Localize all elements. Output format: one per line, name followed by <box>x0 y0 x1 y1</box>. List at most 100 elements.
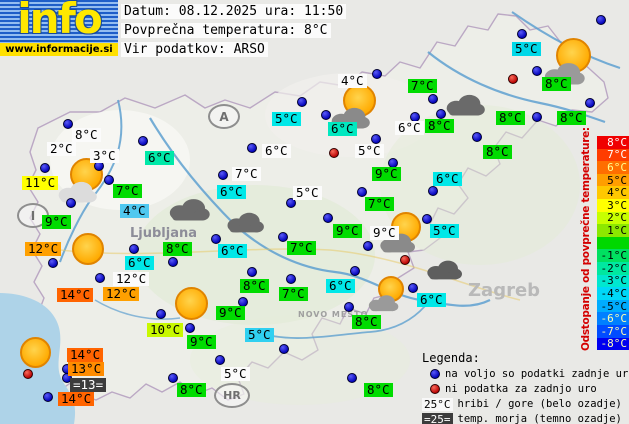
scale-band-label: 2°C <box>607 211 627 225</box>
scale-band-label: -8°C <box>600 337 628 351</box>
scale-band: 7°C <box>597 148 629 162</box>
station-dot-blue <box>371 134 381 144</box>
station-dot-blue <box>321 110 331 120</box>
temperature-label: 6°C <box>328 122 357 136</box>
temperature-label: 7°C <box>365 197 394 211</box>
temperature-label: 8°C <box>240 279 269 293</box>
scale-band-label: -3°C <box>600 274 628 288</box>
temperature-label: 5°C <box>512 42 541 56</box>
scale-band-label: -2°C <box>600 261 628 275</box>
station-dot-red <box>23 369 33 379</box>
scale-band: -3°C <box>597 274 629 288</box>
temperature-label: 7°C <box>408 79 437 93</box>
legend: Legenda: na voljo so podatki zadnje ure n… <box>422 351 629 424</box>
temperature-label: 11°C <box>22 176 59 190</box>
temperature-label: 6°C <box>326 279 355 293</box>
country-marker: A <box>208 104 240 129</box>
station-dot-blue <box>428 94 438 104</box>
station-dot-blue <box>532 66 542 76</box>
station-dot-blue <box>279 344 289 354</box>
sun-icon <box>175 287 208 320</box>
temperature-label: 14°C <box>67 348 104 362</box>
station-dot-blue <box>286 274 296 284</box>
scale-band: -2°C <box>597 262 629 275</box>
temperature-label: 8°C <box>557 111 586 125</box>
legend-item: 25°C hribi / gore (belo ozadje) <box>422 397 629 411</box>
temperature-label: 8°C <box>72 128 101 142</box>
legend-sample-chip: 25°C <box>422 397 453 411</box>
station-dot-blue <box>66 198 76 208</box>
city-label: Ljubljana <box>130 226 198 241</box>
sun-behind-cloud-icon <box>368 276 404 312</box>
scale-band: -8°C <box>597 337 629 351</box>
scale-band: 2°C <box>597 211 629 225</box>
scale-band-label: 4°C <box>607 186 627 200</box>
station-dot-red <box>400 255 410 265</box>
station-dot-blue <box>286 198 296 208</box>
temperature-label: 4°C <box>338 74 367 88</box>
station-dot-blue <box>344 302 354 312</box>
temperature-label: 8°C <box>163 242 192 256</box>
temperature-label: =13= <box>70 378 107 392</box>
temperature-label: 7°C <box>279 287 308 301</box>
station-dot-blue <box>215 355 225 365</box>
temperature-label: 6°C <box>217 185 246 199</box>
station-dot-blue <box>63 119 73 129</box>
temperature-label: 8°C <box>496 111 525 125</box>
temperature-label: 9°C <box>333 224 362 238</box>
legend-red-dot-icon <box>430 384 440 394</box>
station-dot-blue <box>363 241 373 251</box>
city-label: NOVO MESTO <box>298 310 369 319</box>
logo-wordmark: info <box>17 0 102 43</box>
station-dot-blue <box>517 29 527 39</box>
scale-band: -7°C <box>597 325 629 338</box>
scale-band-label: -5°C <box>600 299 628 313</box>
legend-item-text: na voljo so podatki zadnje ure <box>445 368 629 380</box>
scale-title: Odstopanje od povprečne temperature: <box>580 127 592 351</box>
temperature-label: 5°C <box>430 224 459 238</box>
cloud-icon <box>166 196 212 222</box>
station-dot-blue <box>350 266 360 276</box>
scale-band: 4°C <box>597 186 629 199</box>
temperature-label: 8°C <box>542 77 571 91</box>
logo-url-link[interactable]: www.informacije.si <box>0 43 118 56</box>
legend-blue-dot-icon <box>430 369 440 379</box>
legend-item-text: hribi / gore (belo ozadje) <box>457 398 622 410</box>
header-data-source-line: Vir podatkov: ARSO <box>121 42 268 57</box>
legend-title: Legenda: <box>422 351 480 365</box>
station-dot-blue <box>422 214 432 224</box>
temperature-label: 8°C <box>425 119 454 133</box>
station-dot-blue <box>372 69 382 79</box>
station-dot-blue <box>247 267 257 277</box>
temperature-label: 5°C <box>355 144 384 158</box>
station-dot-blue <box>436 109 446 119</box>
temperature-label: 6°C <box>395 121 424 135</box>
temperature-label: 9°C <box>370 226 399 240</box>
temperature-label: 8°C <box>483 145 512 159</box>
temperature-label: 14°C <box>58 392 95 406</box>
temperature-label: 12°C <box>113 272 150 286</box>
temperature-deviation-scale: 8°C 7°C 6°C 5°C 4°C 3°C 2°C 1°C -1°C -2°C -3°C -4°C… <box>597 136 629 350</box>
legend-item-text: ni podatka za zadnjo uro <box>445 383 597 395</box>
station-dot-blue <box>156 309 166 319</box>
temperature-label: 6°C <box>262 144 291 158</box>
legend-item: na voljo so podatki zadnje ure <box>422 367 629 381</box>
legend-item-text: temp. morja (temno ozadje) <box>457 413 622 424</box>
temperature-label: 7°C <box>113 184 142 198</box>
temperature-label: 9°C <box>372 167 401 181</box>
scale-band: -5°C <box>597 300 629 313</box>
sun-icon <box>72 233 104 265</box>
station-dot-blue <box>43 392 53 402</box>
scale-band-label: -1°C <box>600 249 628 263</box>
temperature-label: 5°C <box>272 112 301 126</box>
temperature-label: 13°C <box>68 362 105 376</box>
station-dot-blue <box>95 273 105 283</box>
station-dot-blue <box>138 136 148 146</box>
temperature-label: 12°C <box>103 287 140 301</box>
cloud-icon <box>224 210 266 234</box>
scale-band-label: 7°C <box>607 148 627 162</box>
temperature-label: 5°C <box>245 328 274 342</box>
country-marker: HR <box>214 383 250 408</box>
scale-band: -1°C <box>597 249 629 262</box>
